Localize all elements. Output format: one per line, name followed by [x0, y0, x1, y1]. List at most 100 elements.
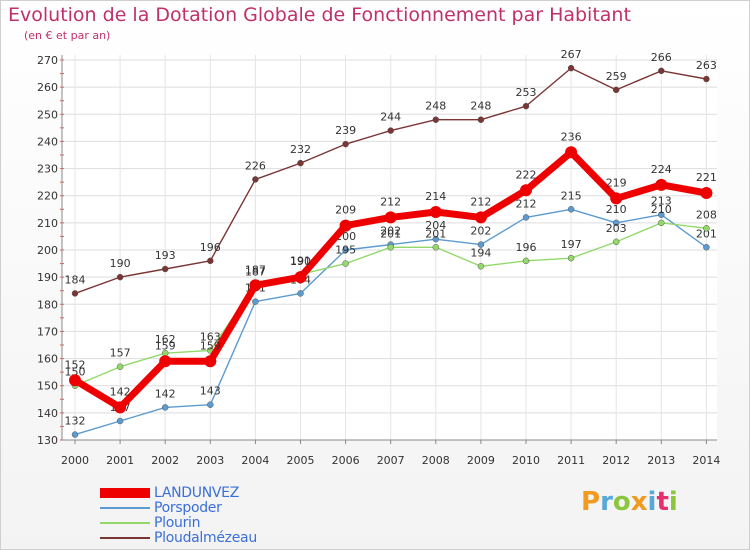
x-tick-label: 2014: [692, 454, 720, 467]
data-point-landunvez: [159, 355, 172, 368]
data-point-ploudalmezeau: [522, 102, 530, 110]
y-tick-label: 180: [37, 298, 58, 311]
chart-title: Evolution de la Dotation Globale de Fonc…: [8, 4, 631, 26]
data-label-landunvez: 159: [155, 339, 176, 352]
legend-label-porspoder: Porspoder: [154, 500, 222, 516]
data-label-ploudalmezeau: 248: [425, 100, 446, 113]
data-label-plourin: 187: [245, 265, 266, 278]
x-tick-label: 2000: [61, 454, 89, 467]
y-tick-label: 190: [37, 271, 58, 284]
legend-item-plourin[interactable]: Plourin: [98, 515, 338, 531]
logo-letter: t: [656, 487, 669, 517]
data-label-plourin: 195: [335, 244, 356, 257]
data-label-landunvez: 159: [200, 339, 221, 352]
data-point-ploudalmezeau: [252, 176, 259, 183]
y-tick-label: 140: [37, 407, 58, 420]
x-tick-label: 2010: [512, 454, 540, 467]
x-tick-label: 2006: [332, 454, 360, 467]
logo-letter: x: [630, 487, 648, 517]
data-point-porspoder: [567, 206, 575, 213]
data-label-plourin: 210: [651, 203, 672, 216]
data-point-porspoder: [252, 298, 259, 305]
data-point-landunvez: [520, 184, 532, 197]
data-label-plourin: 208: [696, 208, 717, 221]
data-label-plourin: 201: [425, 227, 446, 240]
data-point-landunvez: [204, 355, 217, 368]
data-point-porspoder: [432, 235, 440, 243]
legend-swatch-landunvez: [100, 488, 150, 498]
data-point-ploudalmezeau: [703, 75, 710, 83]
x-tick-label: 2003: [196, 454, 224, 467]
data-label-ploudalmezeau: 226: [245, 159, 266, 172]
data-point-porspoder: [703, 244, 710, 251]
x-tick-label: 2009: [467, 454, 495, 467]
data-label-ploudalmezeau: 239: [335, 124, 356, 137]
data-point-landunvez: [429, 206, 442, 218]
data-point-porspoder: [522, 214, 530, 221]
data-point-ploudalmezeau: [161, 265, 169, 273]
y-tick-label: 220: [37, 190, 58, 203]
data-point-plourin: [116, 363, 124, 370]
data-label-porspoder: 213: [651, 195, 672, 208]
data-point-ploudalmezeau: [342, 140, 349, 148]
legend-label-landunvez: LANDUNVEZ: [154, 485, 239, 501]
logo-letter: i: [647, 487, 657, 517]
data-label-porspoder: 202: [380, 225, 401, 238]
data-label-landunvez: 152: [65, 358, 86, 371]
data-point-ploudalmezeau: [71, 290, 79, 297]
y-tick-label: 160: [37, 353, 58, 366]
data-label-landunvez: 142: [110, 385, 131, 398]
data-label-ploudalmezeau: 267: [561, 48, 582, 61]
x-tick-label: 2012: [602, 454, 630, 467]
data-point-plourin: [432, 244, 440, 251]
data-point-plourin: [703, 225, 710, 232]
data-point-landunvez: [339, 219, 352, 232]
legend-item-porspoder[interactable]: Porspoder: [98, 500, 338, 516]
data-label-ploudalmezeau: 248: [470, 100, 491, 113]
data-label-plourin: 196: [516, 241, 537, 254]
legend-swatch-porspoder: [100, 507, 150, 509]
data-point-plourin: [612, 238, 620, 246]
data-point-landunvez: [565, 146, 578, 159]
y-tick-label: 130: [37, 434, 58, 447]
data-label-landunvez: 209: [335, 204, 356, 217]
data-point-porspoder: [71, 431, 79, 438]
data-label-porspoder: 215: [561, 189, 582, 202]
data-label-ploudalmezeau: 232: [290, 143, 311, 156]
data-point-plourin: [567, 254, 575, 262]
data-label-plourin: 203: [606, 222, 627, 235]
x-tick-label: 2005: [287, 454, 315, 467]
legend-item-ploudalmezeau[interactable]: Ploudalmézeau: [98, 530, 338, 546]
data-label-ploudalmezeau: 244: [380, 111, 401, 124]
data-point-ploudalmezeau: [432, 116, 440, 123]
data-label-ploudalmezeau: 184: [65, 273, 86, 286]
data-label-plourin: 191: [290, 254, 311, 267]
data-label-landunvez: 190: [290, 255, 311, 268]
y-tick-label: 270: [37, 54, 58, 67]
line-chart: 130 140 150 160 170 180 190 200 210 220 230 240 250 2…: [37, 48, 720, 467]
data-label-ploudalmezeau: 263: [696, 59, 717, 72]
x-tick-label: 2008: [422, 454, 450, 467]
data-label-porspoder: 202: [470, 225, 491, 238]
chart-subtitle: (en € et par an): [24, 29, 111, 42]
data-label-plourin: 197: [561, 238, 582, 251]
legend: LANDUNVEZ Porspoder Plourin Ploudalmézea…: [98, 485, 338, 546]
x-tick-label: 2001: [106, 454, 134, 467]
data-point-landunvez: [655, 178, 668, 191]
x-tick-label: 2011: [557, 454, 585, 467]
x-tick-label: 2004: [241, 454, 269, 467]
data-label-plourin: 150: [65, 366, 86, 379]
legend-swatch-plourin: [100, 522, 150, 524]
data-label-ploudalmezeau: 253: [516, 86, 537, 99]
data-point-porspoder: [342, 246, 349, 254]
data-point-plourin: [658, 219, 665, 227]
data-label-porspoder: 142: [155, 387, 176, 400]
legend-item-landunvez[interactable]: LANDUNVEZ: [98, 485, 338, 501]
data-point-landunvez: [294, 271, 307, 284]
data-label-ploudalmezeau: 196: [200, 241, 221, 254]
data-label-landunvez: 221: [696, 171, 717, 184]
legend-swatch-ploudalmezeau: [100, 537, 150, 539]
data-point-ploudalmezeau: [116, 273, 124, 281]
data-label-ploudalmezeau: 259: [606, 70, 627, 83]
data-label-plourin: 194: [470, 246, 491, 259]
